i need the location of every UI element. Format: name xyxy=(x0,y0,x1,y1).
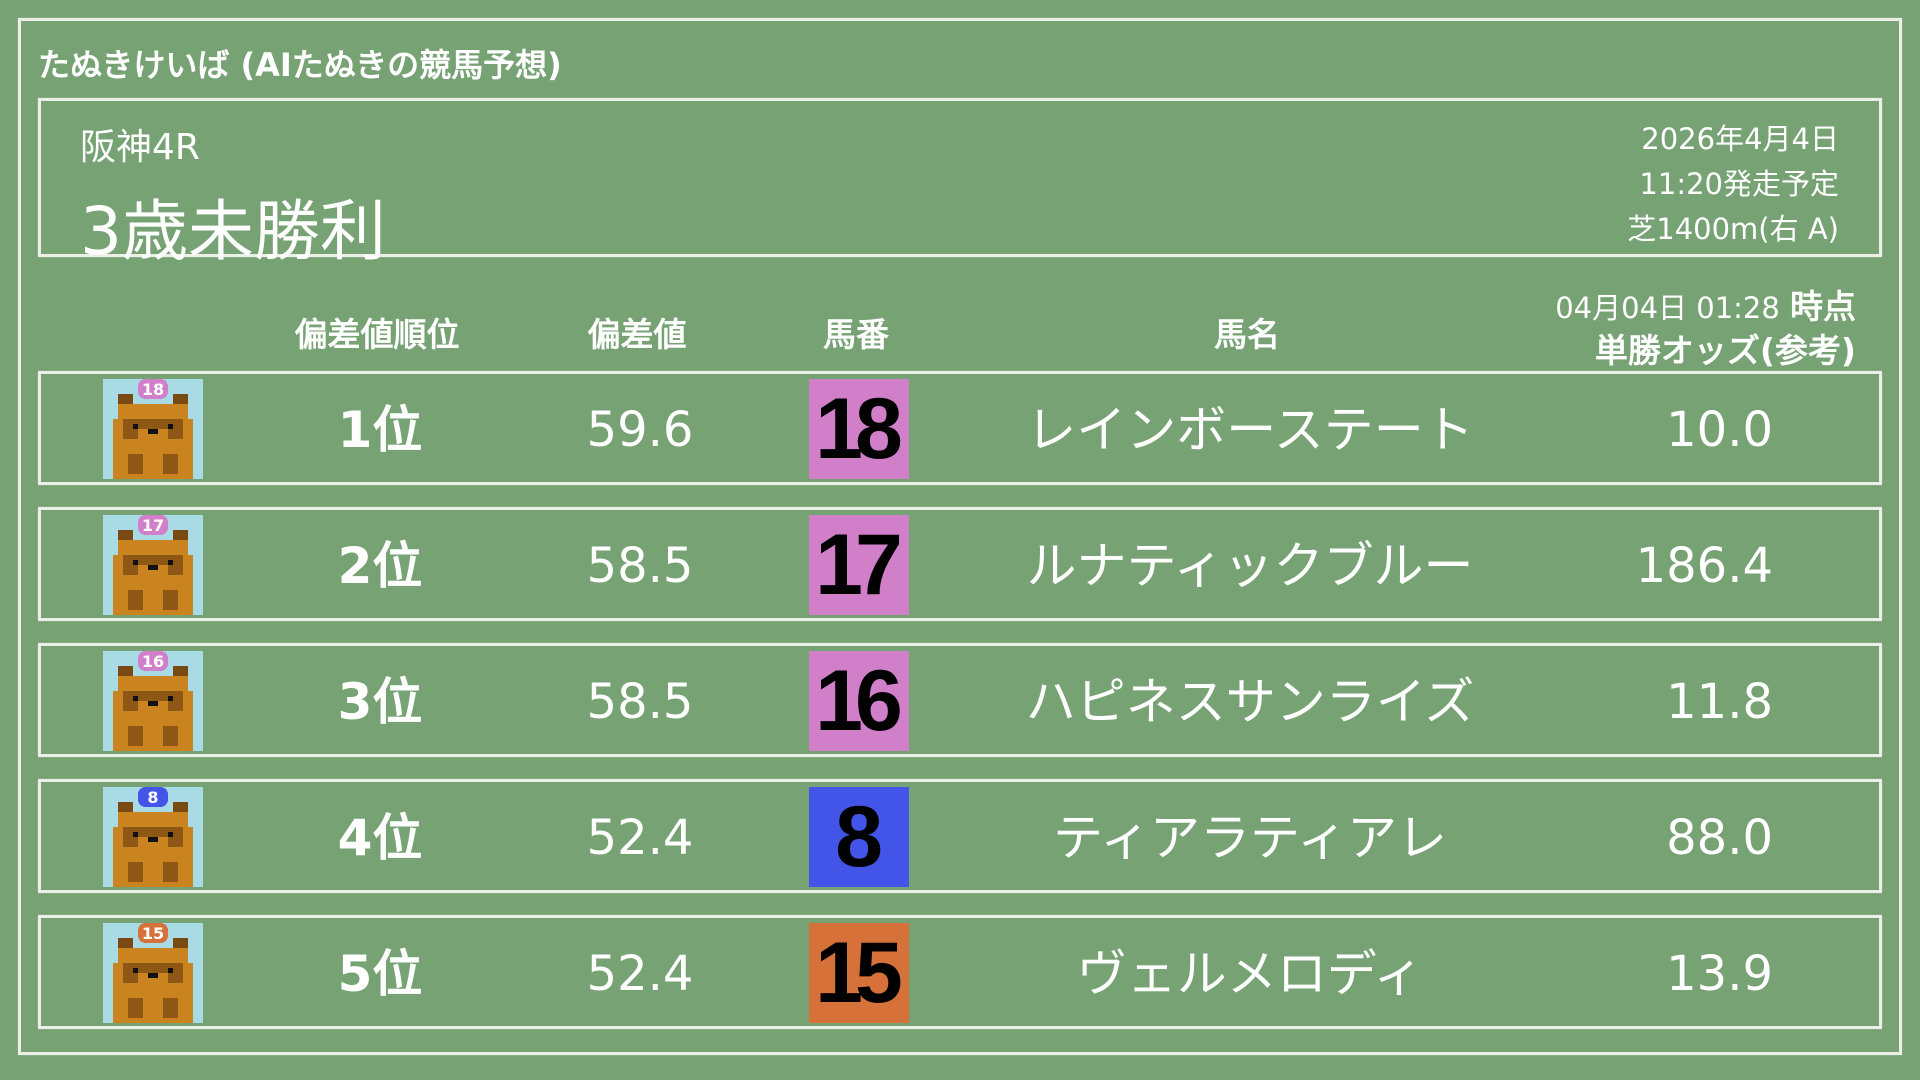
svg-text:16: 16 xyxy=(142,652,164,671)
odds-timestamp: 04月04日 01:28 xyxy=(1555,291,1780,325)
horse-name[interactable]: ヴェルメロディ xyxy=(1076,945,1424,1003)
table-row: 16 3位 58.5 16 ハピネスサンライズ 11.8 xyxy=(38,643,1882,757)
column-header-odds: 04月04日 01:28 時点 単勝オッズ(参考) xyxy=(1555,288,1856,376)
column-header-name: 馬名 xyxy=(1214,315,1280,354)
svg-text:8: 8 xyxy=(147,788,158,807)
svg-text:18: 18 xyxy=(142,380,164,399)
outer-frame xyxy=(18,18,1902,1055)
horse-number: 17 xyxy=(815,517,903,613)
horse-number-badge: 15 xyxy=(809,923,909,1023)
deviation-score: 58.5 xyxy=(586,674,694,730)
tanuki-avatar-icon: 15 xyxy=(103,923,203,1023)
race-name: 3歳未勝利 xyxy=(80,193,386,270)
horse-number: 16 xyxy=(815,653,903,749)
tanuki-avatar-icon: 18 xyxy=(103,379,203,479)
deviation-score: 58.5 xyxy=(586,538,694,594)
table-row: 17 2位 58.5 17 ルナティックブルー 186.4 xyxy=(38,507,1882,621)
rank: 5位 xyxy=(337,945,423,1003)
win-odds: 11.8 xyxy=(1666,674,1773,730)
site-title: たぬきけいば (AIたぬきの競馬予想) xyxy=(38,46,562,84)
horse-name[interactable]: ハピネスサンライズ xyxy=(1025,673,1475,731)
horse-name[interactable]: レインボーステート xyxy=(1026,401,1474,459)
horse-number-badge: 8 xyxy=(809,787,909,887)
horse-name[interactable]: ルナティックブルー xyxy=(1026,537,1474,595)
race-start-time: 11:20発走予定 xyxy=(1639,167,1839,201)
horse-number: 15 xyxy=(815,925,903,1021)
win-odds: 13.9 xyxy=(1666,946,1773,1002)
horse-number-badge: 17 xyxy=(809,515,909,615)
deviation-score: 52.4 xyxy=(586,946,694,1002)
rank: 3位 xyxy=(337,673,423,731)
deviation-score: 59.6 xyxy=(586,402,694,458)
column-header-rank: 偏差値順位 xyxy=(294,315,460,354)
rank: 1位 xyxy=(337,401,423,459)
column-header-number: 馬番 xyxy=(823,315,889,354)
svg-text:17: 17 xyxy=(142,516,164,535)
win-odds: 88.0 xyxy=(1666,810,1773,866)
column-header-score: 偏差値 xyxy=(587,315,687,354)
win-odds: 10.0 xyxy=(1666,402,1773,458)
race-venue: 阪神4R xyxy=(80,127,200,168)
tanuki-avatar-icon: 16 xyxy=(103,651,203,751)
table-row: 18 1位 59.6 18 レインボーステート 10.0 xyxy=(38,371,1882,485)
win-odds: 186.4 xyxy=(1635,538,1773,594)
horse-number: 8 xyxy=(835,789,883,885)
tanuki-avatar-icon: 17 xyxy=(103,515,203,615)
table-row: 15 5位 52.4 15 ヴェルメロディ 13.9 xyxy=(38,915,1882,1029)
odds-timestamp-suffix: 時点 xyxy=(1790,287,1856,326)
horse-name[interactable]: ティアラティアレ xyxy=(1053,809,1447,867)
race-header xyxy=(38,98,1882,257)
rank: 2位 xyxy=(337,537,423,595)
table-row: 8 4位 52.4 8 ティアラティアレ 88.0 xyxy=(38,779,1882,893)
race-date: 2026年4月4日 xyxy=(1641,122,1839,156)
rank: 4位 xyxy=(337,809,423,867)
deviation-score: 52.4 xyxy=(586,810,694,866)
horse-number-badge: 16 xyxy=(809,651,909,751)
horse-number: 18 xyxy=(815,381,903,477)
race-course: 芝1400m(右 A) xyxy=(1627,212,1839,246)
tanuki-avatar-icon: 8 xyxy=(103,787,203,887)
horse-number-badge: 18 xyxy=(809,379,909,479)
odds-label: 単勝オッズ(参考) xyxy=(1594,331,1856,370)
svg-text:15: 15 xyxy=(142,924,164,943)
